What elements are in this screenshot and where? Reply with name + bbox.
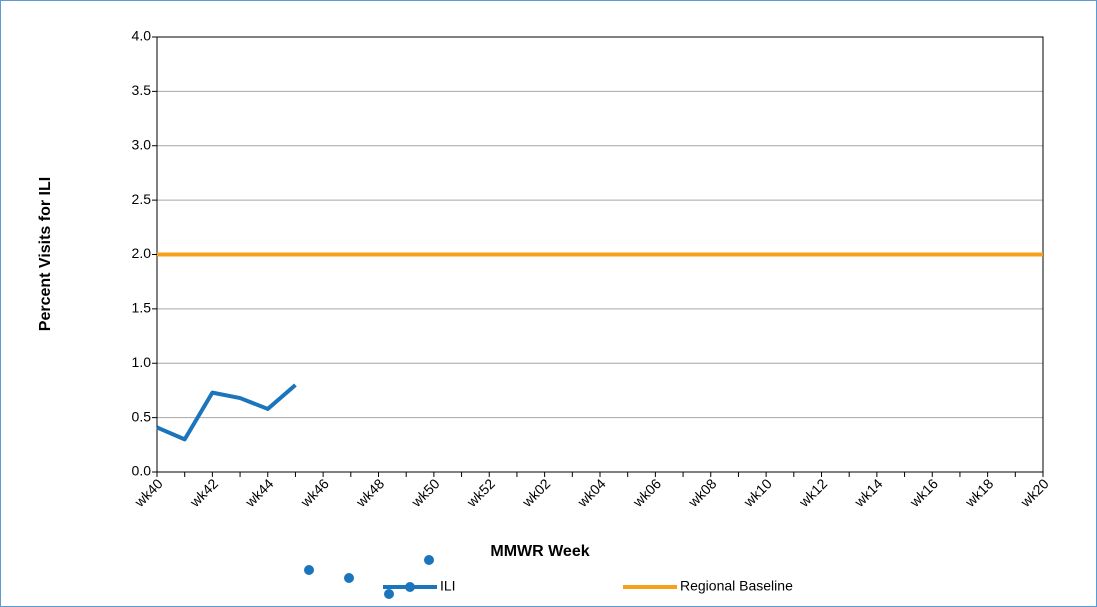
legend-dot: [384, 589, 394, 599]
legend-artifacts: [304, 555, 434, 599]
y-tick-label: 1.0: [132, 354, 152, 370]
x-axis-title: MMWR Week: [490, 543, 589, 560]
legend-marker: [405, 582, 415, 592]
y-tick-label: 2.0: [132, 245, 152, 261]
y-axis-title: Percent Visits for ILI: [37, 177, 54, 331]
series-line: [156, 383, 297, 442]
legend-label: ILI: [440, 578, 456, 594]
legend-dot: [424, 555, 434, 565]
legend-label: Regional Baseline: [680, 578, 793, 594]
y-tick-label: 1.5: [132, 300, 152, 316]
y-tick-label: 2.5: [132, 191, 152, 207]
y-tick-label: 3.5: [132, 82, 152, 98]
y-tick-label: 3.0: [132, 136, 152, 152]
y-tick-label: 4.0: [132, 28, 152, 44]
legend-dot: [344, 573, 354, 583]
y-tick-label: 0.0: [132, 463, 152, 479]
y-tick-label: 0.5: [132, 408, 152, 424]
legend-dot: [304, 565, 314, 575]
